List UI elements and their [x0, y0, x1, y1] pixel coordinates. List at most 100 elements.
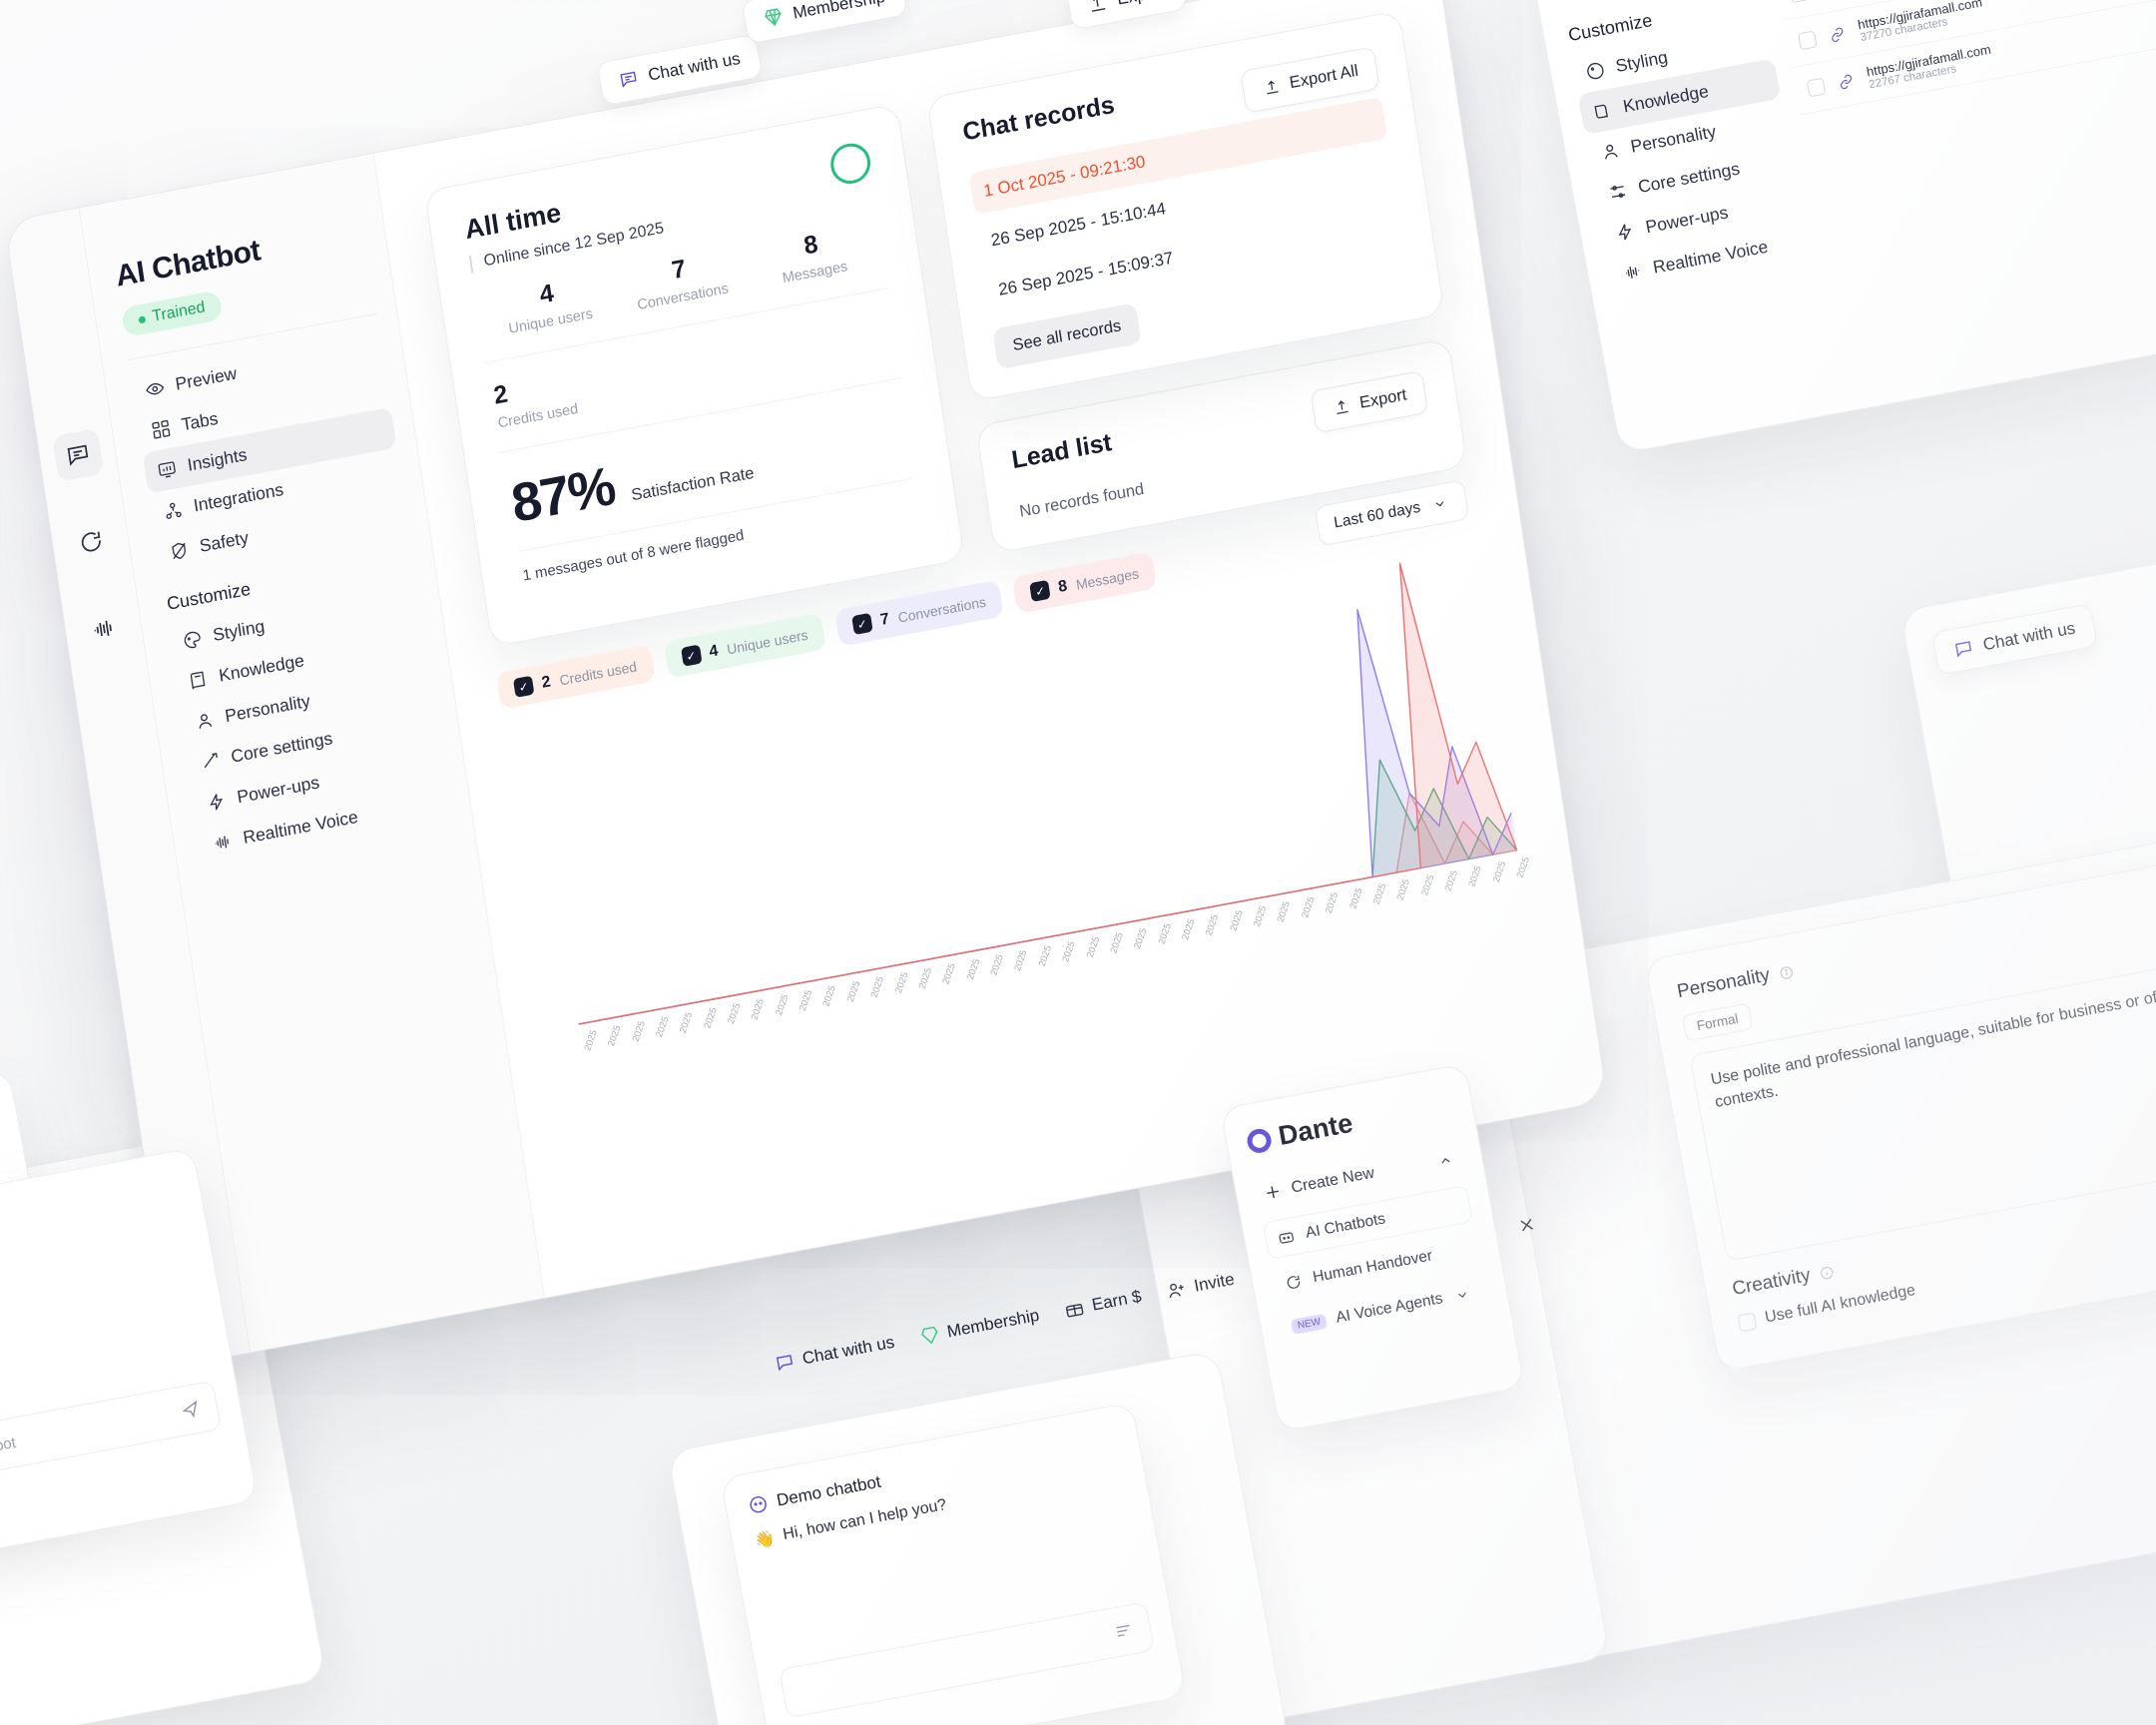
toolbar-label: Chat with us [801, 1332, 896, 1369]
person-add-icon [1165, 1277, 1189, 1304]
grid-icon [150, 417, 173, 440]
satisfaction-label: Satisfaction Rate [630, 463, 756, 505]
chip-membership[interactable]: Membership [741, 0, 908, 45]
lead-list-title: Lead list [1009, 428, 1114, 475]
gem-icon [762, 6, 785, 29]
info-icon [1776, 963, 1798, 981]
chat-input[interactable]: Write a poem about this chatbot [0, 1380, 223, 1508]
all-time-card: All time Online since 12 Sep 2025 4 Uniq… [423, 103, 965, 648]
item-label: AI Voice Agents [1334, 1290, 1444, 1327]
nav-label: Styling [1614, 46, 1670, 77]
chat-icon [773, 1349, 797, 1376]
integrations-icon [162, 498, 185, 521]
knowledge-checkbox[interactable] [1737, 1312, 1758, 1332]
palette-icon [1584, 59, 1607, 82]
toolbar-label: Membership [945, 1305, 1041, 1342]
gift-icon [1062, 1295, 1086, 1322]
status-badge: Trained [120, 289, 224, 338]
sliders-icon [1606, 180, 1629, 203]
chip-label: Export [1115, 0, 1167, 10]
export-icon [1261, 77, 1283, 97]
row-checkbox[interactable] [1789, 0, 1809, 4]
info-icon [1816, 1263, 1838, 1281]
range-label: Last 60 days [1333, 498, 1422, 532]
export-icon [1332, 396, 1353, 416]
nav-label: Personality [1628, 121, 1718, 157]
waveform-icon [212, 831, 235, 854]
waveform-icon [1621, 261, 1644, 284]
create-new-label: Create New [1290, 1164, 1376, 1197]
row-checkbox[interactable] [1806, 77, 1827, 98]
ghost-panel-knowledge: Safety Customize Styling Knowledge Perso… [1525, 0, 2156, 454]
chatbot-avatar-icon [747, 1493, 770, 1516]
sidebar-item-label: Personality [223, 690, 312, 727]
sidebar-item-label: Tabs [180, 407, 220, 435]
link-icon [1827, 26, 1849, 44]
title-text: Demo chatbot [775, 1471, 883, 1510]
palette-icon [181, 628, 204, 651]
sliders-icon [200, 750, 223, 773]
legend-checkbox[interactable]: ✓ [851, 612, 873, 636]
sidebar-item-label: Styling [211, 615, 267, 646]
shield-icon [168, 539, 191, 562]
wave-icon: 👋 [753, 1529, 777, 1551]
send-icon[interactable] [179, 1398, 202, 1421]
satisfaction-value: 87% [507, 455, 619, 535]
item-label: Human Handover [1311, 1247, 1434, 1287]
sidebar-item-label: Safety [198, 527, 251, 557]
chip-label: Membership [791, 0, 887, 23]
export-button[interactable]: Export [1310, 369, 1429, 434]
rail-chat-icon[interactable] [51, 427, 104, 482]
plus-icon [1262, 1181, 1285, 1204]
toolbar-chat-with-us[interactable]: Chat with us [773, 1331, 896, 1377]
person-icon [1599, 140, 1622, 163]
legend-value: 8 [1057, 576, 1069, 596]
eye-icon [144, 376, 167, 399]
status-dot-icon [138, 314, 147, 323]
toolbar-membership[interactable]: Membership [917, 1304, 1041, 1350]
page-title: AI Chatbot [113, 234, 263, 293]
stat-unique-users: 4 Unique users [478, 268, 618, 341]
gem-icon [917, 1322, 941, 1349]
export-icon [1086, 0, 1109, 15]
item-label: AI Chatbots [1304, 1210, 1387, 1242]
chat-placeholder: Write a poem about this chatbot [0, 1434, 18, 1488]
rail-waveform-icon[interactable] [78, 602, 130, 656]
sidebar-item-label: Power-ups [236, 772, 321, 808]
legend-value: 7 [878, 610, 890, 629]
demo-chat-input[interactable] [779, 1601, 1155, 1719]
chevron-up-icon [1434, 1151, 1456, 1169]
handover-icon [1282, 1272, 1305, 1292]
legend-label: Unique users [725, 626, 809, 658]
nav-label: Knowledge [1621, 80, 1711, 117]
toolbar-invite[interactable]: Invite [1165, 1268, 1237, 1304]
bolt-icon [1614, 220, 1637, 243]
link-icon [1835, 73, 1857, 91]
rail-refresh-icon[interactable] [65, 515, 117, 569]
legend-checkbox[interactable]: ✓ [1029, 579, 1051, 603]
see-all-records-button[interactable]: See all records [992, 302, 1142, 370]
toolbar-earn[interactable]: Earn $ [1062, 1285, 1143, 1323]
legend-value: 2 [540, 672, 552, 692]
insights-icon [156, 458, 179, 481]
brand-label: Dante [1276, 1107, 1355, 1151]
chip-chat-with-us[interactable]: Chat with us [1930, 603, 2098, 676]
dante-mark-icon [1245, 1126, 1274, 1155]
book-icon [188, 668, 211, 691]
person-icon [194, 709, 217, 732]
chevron-down-icon [1429, 495, 1451, 512]
chevron-down-icon [1451, 1287, 1473, 1304]
legend-checkbox[interactable]: ✓ [512, 675, 535, 698]
toolbar-label: Invite [1192, 1269, 1237, 1296]
toolbar-label: Earn $ [1090, 1286, 1144, 1315]
menu-icon[interactable] [1112, 1619, 1135, 1642]
button-label: See all records [1011, 316, 1123, 355]
title-text: Personality [1675, 964, 1772, 1003]
toolbar-close[interactable] [1515, 1212, 1539, 1237]
row-checkbox[interactable] [1797, 30, 1818, 51]
progress-ring-icon [827, 140, 873, 188]
sidebar-item-label: Preview [174, 362, 239, 394]
stat-credits-used: 2 Credits used [492, 367, 579, 431]
new-badge: NEW [1290, 1313, 1329, 1335]
legend-checkbox[interactable]: ✓ [680, 644, 703, 667]
